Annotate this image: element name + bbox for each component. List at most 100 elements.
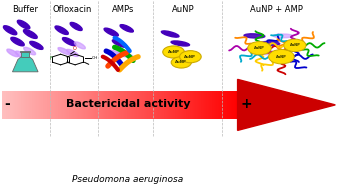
Bar: [26, 91, 27, 119]
Bar: [130, 91, 131, 119]
Bar: [145, 91, 146, 119]
Bar: [44, 91, 45, 119]
Bar: [40, 91, 41, 119]
Bar: [135, 91, 136, 119]
Ellipse shape: [120, 25, 133, 32]
Bar: [29, 91, 30, 119]
Bar: [39, 91, 40, 119]
Bar: [143, 91, 144, 119]
Bar: [25, 91, 26, 119]
Ellipse shape: [24, 47, 36, 55]
Bar: [118, 91, 119, 119]
Bar: [209, 91, 210, 119]
Bar: [82, 91, 83, 119]
Bar: [229, 91, 230, 119]
Bar: [100, 91, 101, 119]
Text: AuNP: AuNP: [184, 55, 196, 59]
Bar: [35, 91, 36, 119]
Bar: [177, 91, 178, 119]
Bar: [183, 91, 184, 119]
Bar: [34, 91, 35, 119]
Bar: [68, 91, 69, 119]
Ellipse shape: [62, 38, 76, 46]
Text: AMPs: AMPs: [112, 5, 134, 14]
Bar: [117, 91, 118, 119]
Bar: [14, 91, 15, 119]
Circle shape: [180, 51, 201, 63]
Bar: [84, 91, 85, 119]
Bar: [19, 91, 20, 119]
Bar: [170, 91, 171, 119]
Bar: [57, 91, 58, 119]
Bar: [211, 91, 212, 119]
Bar: [10, 91, 11, 119]
Bar: [52, 91, 53, 119]
Bar: [197, 91, 198, 119]
Bar: [59, 91, 60, 119]
Bar: [109, 91, 110, 119]
Bar: [21, 91, 22, 119]
Bar: [45, 91, 46, 119]
Bar: [107, 91, 108, 119]
Bar: [169, 91, 170, 119]
Circle shape: [284, 39, 306, 52]
Bar: [221, 91, 222, 119]
Ellipse shape: [17, 20, 30, 29]
Bar: [233, 91, 234, 119]
Bar: [23, 91, 24, 119]
Ellipse shape: [107, 50, 122, 56]
Bar: [103, 91, 104, 119]
Bar: [137, 91, 138, 119]
Bar: [48, 91, 49, 119]
Bar: [17, 91, 18, 119]
Bar: [178, 91, 179, 119]
Bar: [18, 91, 19, 119]
Bar: [24, 91, 25, 119]
Bar: [132, 91, 133, 119]
Bar: [83, 91, 84, 119]
Ellipse shape: [70, 22, 82, 30]
Bar: [88, 91, 89, 119]
Ellipse shape: [104, 28, 118, 36]
Bar: [69, 91, 70, 119]
Bar: [179, 91, 180, 119]
Ellipse shape: [163, 51, 181, 55]
Text: AuNP: AuNP: [167, 50, 180, 54]
Circle shape: [163, 46, 184, 58]
Circle shape: [248, 42, 271, 55]
Bar: [235, 91, 236, 119]
Bar: [60, 91, 61, 119]
Bar: [105, 91, 106, 119]
Bar: [41, 91, 42, 119]
Bar: [154, 91, 155, 119]
Bar: [200, 91, 201, 119]
Bar: [111, 91, 112, 119]
Bar: [33, 91, 34, 119]
Bar: [188, 91, 189, 119]
Bar: [22, 91, 23, 119]
Bar: [95, 91, 96, 119]
Polygon shape: [238, 79, 335, 130]
Bar: [2, 91, 3, 119]
Bar: [146, 91, 147, 119]
Bar: [32, 91, 33, 119]
Bar: [12, 91, 13, 119]
Bar: [187, 91, 188, 119]
Bar: [37, 91, 38, 119]
Ellipse shape: [58, 48, 70, 54]
Bar: [160, 91, 161, 119]
Text: AuNP: AuNP: [276, 55, 287, 59]
Bar: [42, 91, 43, 119]
Bar: [86, 91, 87, 119]
Bar: [156, 91, 157, 119]
Bar: [63, 91, 64, 119]
Bar: [165, 91, 166, 119]
Bar: [171, 91, 172, 119]
Bar: [66, 91, 67, 119]
Bar: [181, 91, 182, 119]
Bar: [237, 91, 238, 119]
Bar: [167, 91, 168, 119]
Text: Buffer: Buffer: [12, 5, 38, 14]
Bar: [186, 91, 187, 119]
Bar: [180, 91, 181, 119]
